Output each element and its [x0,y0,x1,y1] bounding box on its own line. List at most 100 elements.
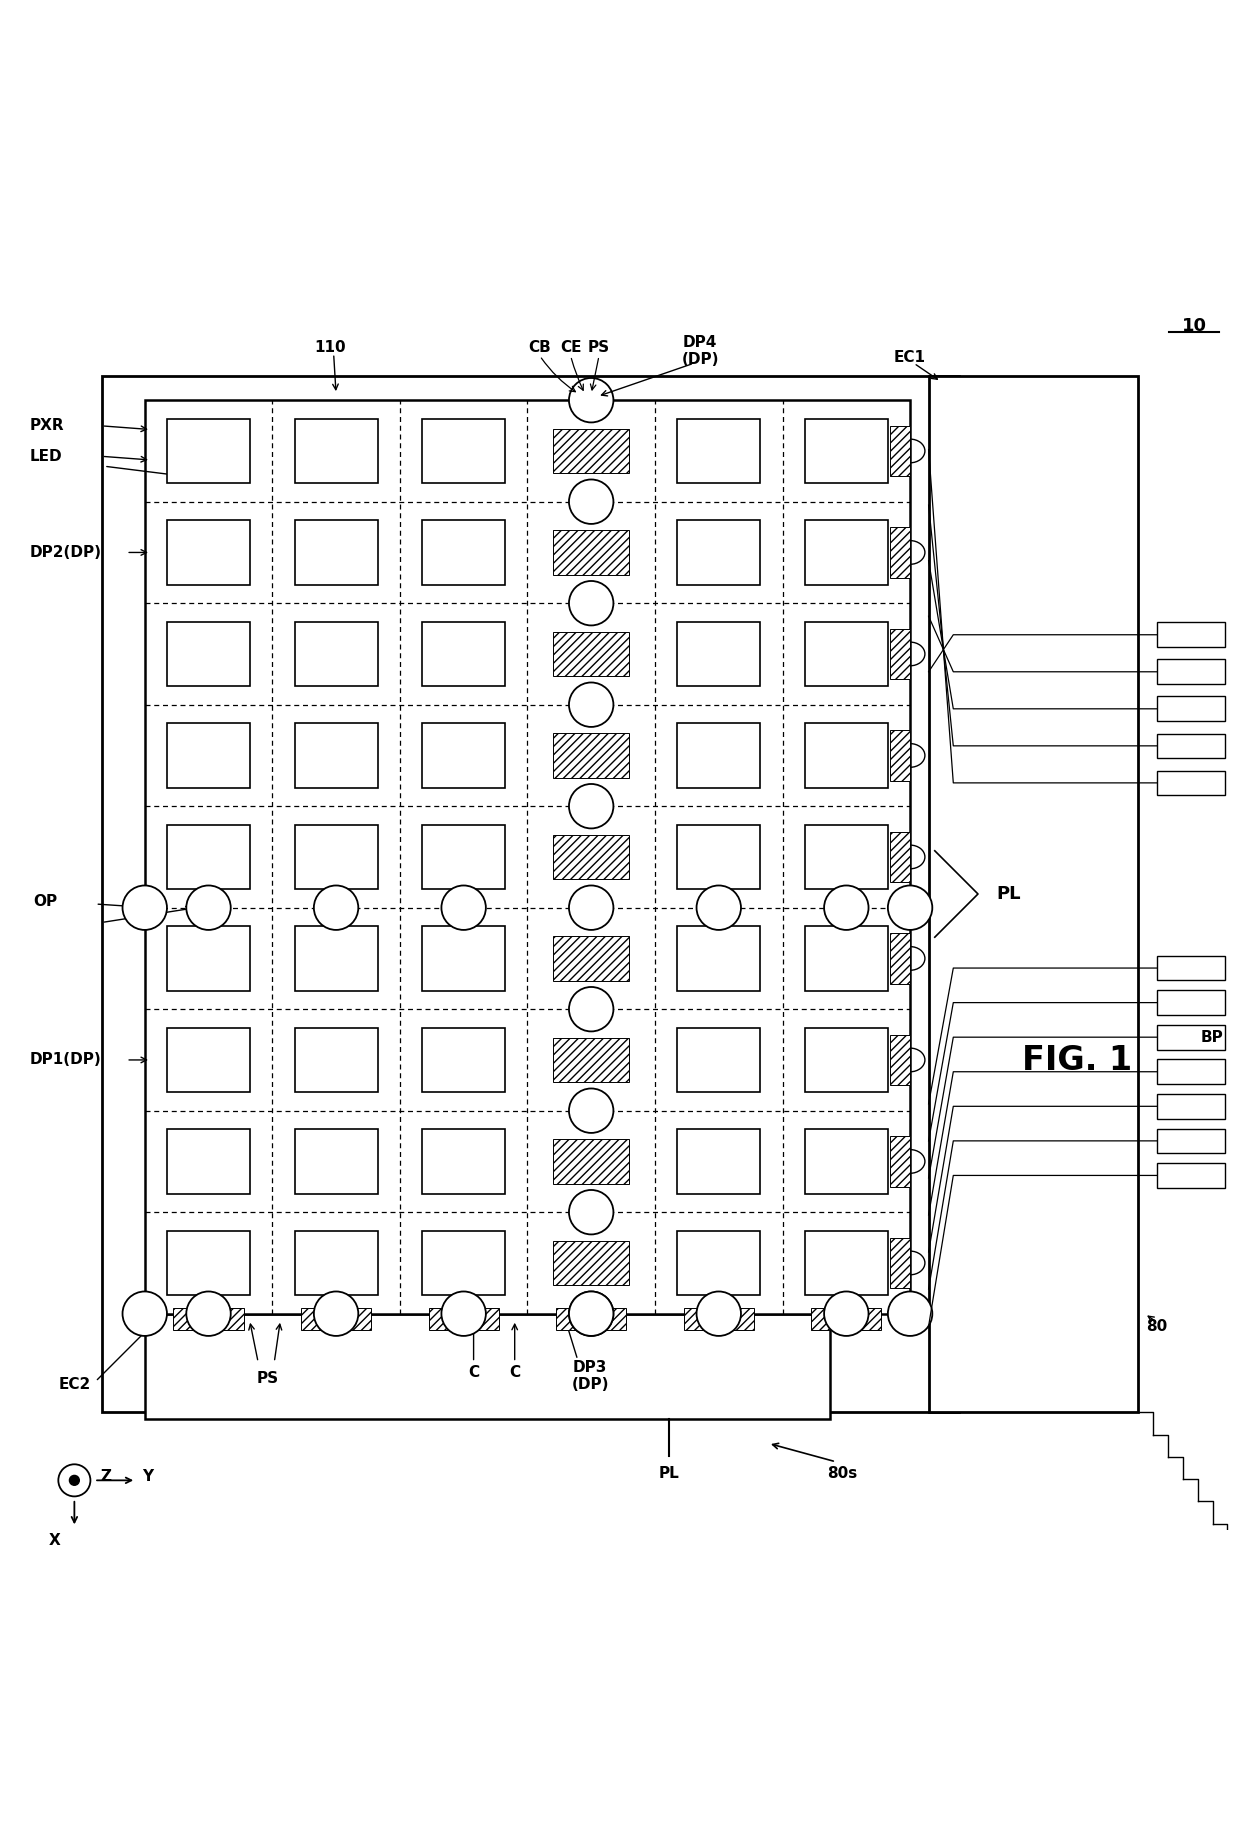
Bar [677,723,760,788]
Text: FIG. 1: FIG. 1 [1022,1044,1132,1077]
Bar [167,1230,250,1296]
Bar [890,933,910,984]
Circle shape [569,785,614,829]
Circle shape [569,1292,614,1336]
Bar [1157,622,1225,648]
Bar [295,1130,378,1194]
Bar [429,1307,498,1330]
Text: OP: OP [33,894,58,909]
Circle shape [569,1190,614,1234]
Bar [422,520,505,584]
Bar [553,1038,630,1082]
Bar [1157,991,1225,1015]
Bar [295,520,378,584]
Bar [295,825,378,889]
Bar [805,825,888,889]
Bar [677,1130,760,1194]
Bar [553,429,630,473]
Bar [553,834,630,880]
Text: PS: PS [588,339,610,354]
Bar [167,723,250,788]
Bar [811,1307,882,1330]
Bar [167,418,250,484]
Bar [295,1027,378,1091]
Circle shape [441,1292,486,1336]
Bar [556,1307,626,1330]
Bar [1157,659,1225,684]
Text: X: X [48,1533,61,1548]
Bar [1157,1128,1225,1153]
Bar [295,418,378,484]
Bar [422,723,505,788]
Text: 80s: 80s [827,1465,857,1480]
Circle shape [569,683,614,726]
Text: PS: PS [257,1371,279,1385]
Bar [890,1035,910,1086]
Bar [805,1130,888,1194]
Bar [422,927,505,991]
Bar [1157,770,1225,796]
Circle shape [825,885,868,931]
Bar [174,1307,243,1330]
Bar [677,1230,760,1296]
Text: Z: Z [100,1469,112,1484]
Bar [890,628,910,679]
Circle shape [569,987,614,1031]
Bar [167,927,250,991]
Text: EC1: EC1 [894,350,926,365]
Bar [890,1237,910,1288]
Bar [167,1027,250,1091]
Bar [422,1230,505,1296]
Circle shape [186,885,231,931]
Bar [167,520,250,584]
Bar [677,825,760,889]
Circle shape [569,378,614,422]
Bar [890,425,910,476]
Bar [805,927,888,991]
Bar [422,622,505,686]
Bar [805,1230,888,1296]
Circle shape [314,885,358,931]
Bar [683,1307,754,1330]
Text: C: C [467,1365,479,1380]
Circle shape [569,580,614,626]
Text: BP: BP [1200,1029,1223,1044]
Bar [167,1130,250,1194]
Circle shape [69,1475,79,1486]
Text: DP3
(DP): DP3 (DP) [572,1360,609,1392]
Bar [553,936,630,980]
Bar [890,730,910,781]
Bar [890,832,910,881]
Bar [1157,697,1225,721]
Text: EC2: EC2 [58,1376,91,1391]
Bar [295,1230,378,1296]
Text: DP4
(DP): DP4 (DP) [682,334,719,367]
Bar [1157,956,1225,980]
Circle shape [314,1292,358,1336]
Bar [553,1241,630,1285]
Text: PL: PL [658,1465,680,1480]
Bar [295,927,378,991]
Text: CB: CB [528,339,551,354]
Circle shape [123,885,167,931]
Bar [890,527,910,579]
Bar [1157,1058,1225,1084]
Text: CE: CE [560,339,582,354]
Circle shape [186,1292,231,1336]
Bar [422,418,505,484]
Bar [167,825,250,889]
Bar [1157,1026,1225,1049]
Bar [422,825,505,889]
Text: 110: 110 [314,339,346,354]
Text: Y: Y [143,1469,154,1484]
Circle shape [569,1292,614,1336]
Text: DP1(DP): DP1(DP) [30,1053,102,1068]
Circle shape [58,1464,91,1496]
Bar [677,1027,760,1091]
Circle shape [569,885,614,931]
Bar [1157,1093,1225,1119]
Bar [102,376,960,1413]
Circle shape [569,480,614,524]
Bar [422,1027,505,1091]
Bar [677,418,760,484]
